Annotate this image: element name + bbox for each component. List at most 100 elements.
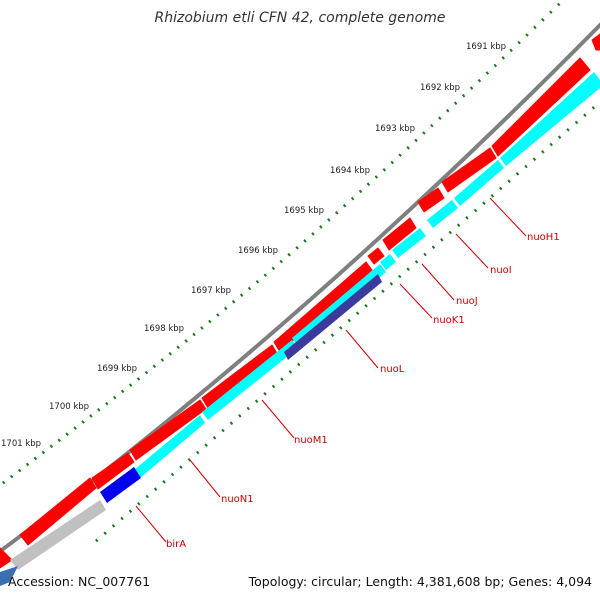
- gene-feature-steelblue: [0, 566, 18, 586]
- gene-feature: [392, 228, 426, 258]
- gene-label-nuoN1: nuoN1: [221, 494, 254, 505]
- ruler-dot: [485, 71, 490, 75]
- ruler-dot: [200, 326, 204, 330]
- ruler-label-1697: 1697 kbp: [191, 286, 231, 296]
- inner-dot: [145, 494, 149, 499]
- label-leaders: [135, 197, 527, 543]
- ruler-label-1701: 1701 kbp: [1, 439, 41, 449]
- ruler-dot: [287, 252, 291, 257]
- inner-dot: [204, 443, 208, 447]
- cds-feature: [19, 477, 97, 546]
- ruler-dot: [160, 358, 165, 362]
- gene-feature: [500, 72, 600, 166]
- inner-dot: [179, 465, 183, 469]
- inner-dot: [120, 516, 124, 521]
- ruler-dot: [81, 420, 85, 424]
- cds-feature: [382, 217, 417, 251]
- inner-dot: [111, 524, 116, 528]
- cds-feature: [201, 344, 279, 409]
- ruler-dot: [406, 146, 410, 150]
- ruler-dot: [128, 383, 133, 387]
- gene-feature-nuoL: [284, 274, 382, 360]
- ruler-dot: [453, 101, 458, 105]
- ruler-dot: [176, 345, 180, 350]
- ruler-dot: [255, 280, 260, 284]
- ruler-dot: [184, 339, 188, 343]
- map-title: Rhizobium etli CFN 42, complete genome: [154, 10, 446, 26]
- ruler-dot: [477, 78, 482, 83]
- cds-feature: [491, 57, 591, 157]
- ruler-dot: [136, 377, 141, 381]
- gene-feature: [292, 264, 386, 346]
- ruler-dot: [41, 450, 46, 455]
- ruler-dot: [216, 313, 220, 317]
- inner-dot: [212, 436, 217, 440]
- inner-dot: [271, 384, 276, 389]
- inner-dot: [280, 377, 284, 381]
- ruler-dot: [65, 432, 69, 436]
- ruler-dot: [17, 468, 22, 473]
- ruler-dot: [461, 93, 466, 98]
- ruler-dot: [105, 401, 109, 406]
- inner-dot: [347, 318, 351, 323]
- ruler-label-1693: 1693 kbp: [375, 124, 415, 134]
- inner-dot: [431, 245, 436, 249]
- inner-dot: [591, 106, 596, 110]
- inner-dot: [532, 157, 537, 161]
- inner-dot: [423, 252, 427, 257]
- ruler-dot: [57, 438, 61, 443]
- genome-summary-text: Topology: circular; Length: 4,381,608 bp…: [248, 574, 592, 589]
- ruler-dot: [120, 389, 125, 394]
- ruler-dot: [390, 160, 394, 165]
- inner-dot: [398, 274, 402, 279]
- inner-dot: [507, 179, 511, 183]
- ruler-dot: [295, 246, 299, 250]
- ruler-dot: [25, 462, 30, 467]
- inner-dot: [229, 421, 234, 425]
- leader-line-nuoI: [455, 233, 489, 269]
- ruler-dot: [319, 225, 323, 229]
- ruler-dot-track: [2, 2, 596, 543]
- inner-dot: [162, 480, 166, 484]
- genome-backbone: [0, 22, 600, 554]
- ruler-label-1699: 1699 kbp: [97, 364, 137, 374]
- inner-dot: [95, 538, 99, 543]
- inner-dot: [406, 267, 410, 271]
- inner-dot: [153, 487, 158, 491]
- inner-dot: [313, 348, 318, 352]
- ruler-dot: [374, 175, 379, 179]
- inner-dot: [414, 260, 419, 264]
- ruler-dot: [358, 189, 363, 194]
- ruler-label-1691: 1691 kbp: [466, 42, 506, 52]
- gene-feature-birA: [100, 467, 141, 503]
- ruler-dot: [311, 232, 315, 236]
- inner-dot: [305, 355, 309, 359]
- gene-feature: [380, 254, 396, 270]
- gene-label-birA: birA: [166, 539, 186, 550]
- ruler-dot: [303, 239, 307, 243]
- cds-feature: [591, 33, 600, 51]
- ruler-dot: [9, 474, 14, 479]
- leader-line-nuoM1: [261, 399, 295, 439]
- ruler-dot: [231, 300, 236, 304]
- inner-dot: [557, 135, 562, 139]
- gene-feature: [454, 160, 504, 206]
- inner-dot: [137, 502, 141, 506]
- ruler-dot: [342, 203, 347, 208]
- leader-line-nuoJ: [421, 263, 455, 301]
- cds-feature: [273, 261, 373, 353]
- ruler-dot: [271, 266, 276, 271]
- inner-dot: [246, 406, 250, 411]
- inner-dot: [128, 509, 133, 513]
- inner-dot: [541, 150, 545, 154]
- inner-dot: [456, 223, 461, 227]
- ruler-dot: [73, 426, 77, 430]
- ruler-dot: [168, 351, 172, 356]
- inner-dot: [330, 333, 335, 337]
- ruler-dot: [549, 10, 553, 14]
- ruler-dot: [263, 273, 268, 277]
- inner-dot: [473, 208, 478, 213]
- ruler-dot: [2, 480, 6, 485]
- inner-dot: [339, 326, 343, 330]
- ruler-dot: [224, 306, 228, 311]
